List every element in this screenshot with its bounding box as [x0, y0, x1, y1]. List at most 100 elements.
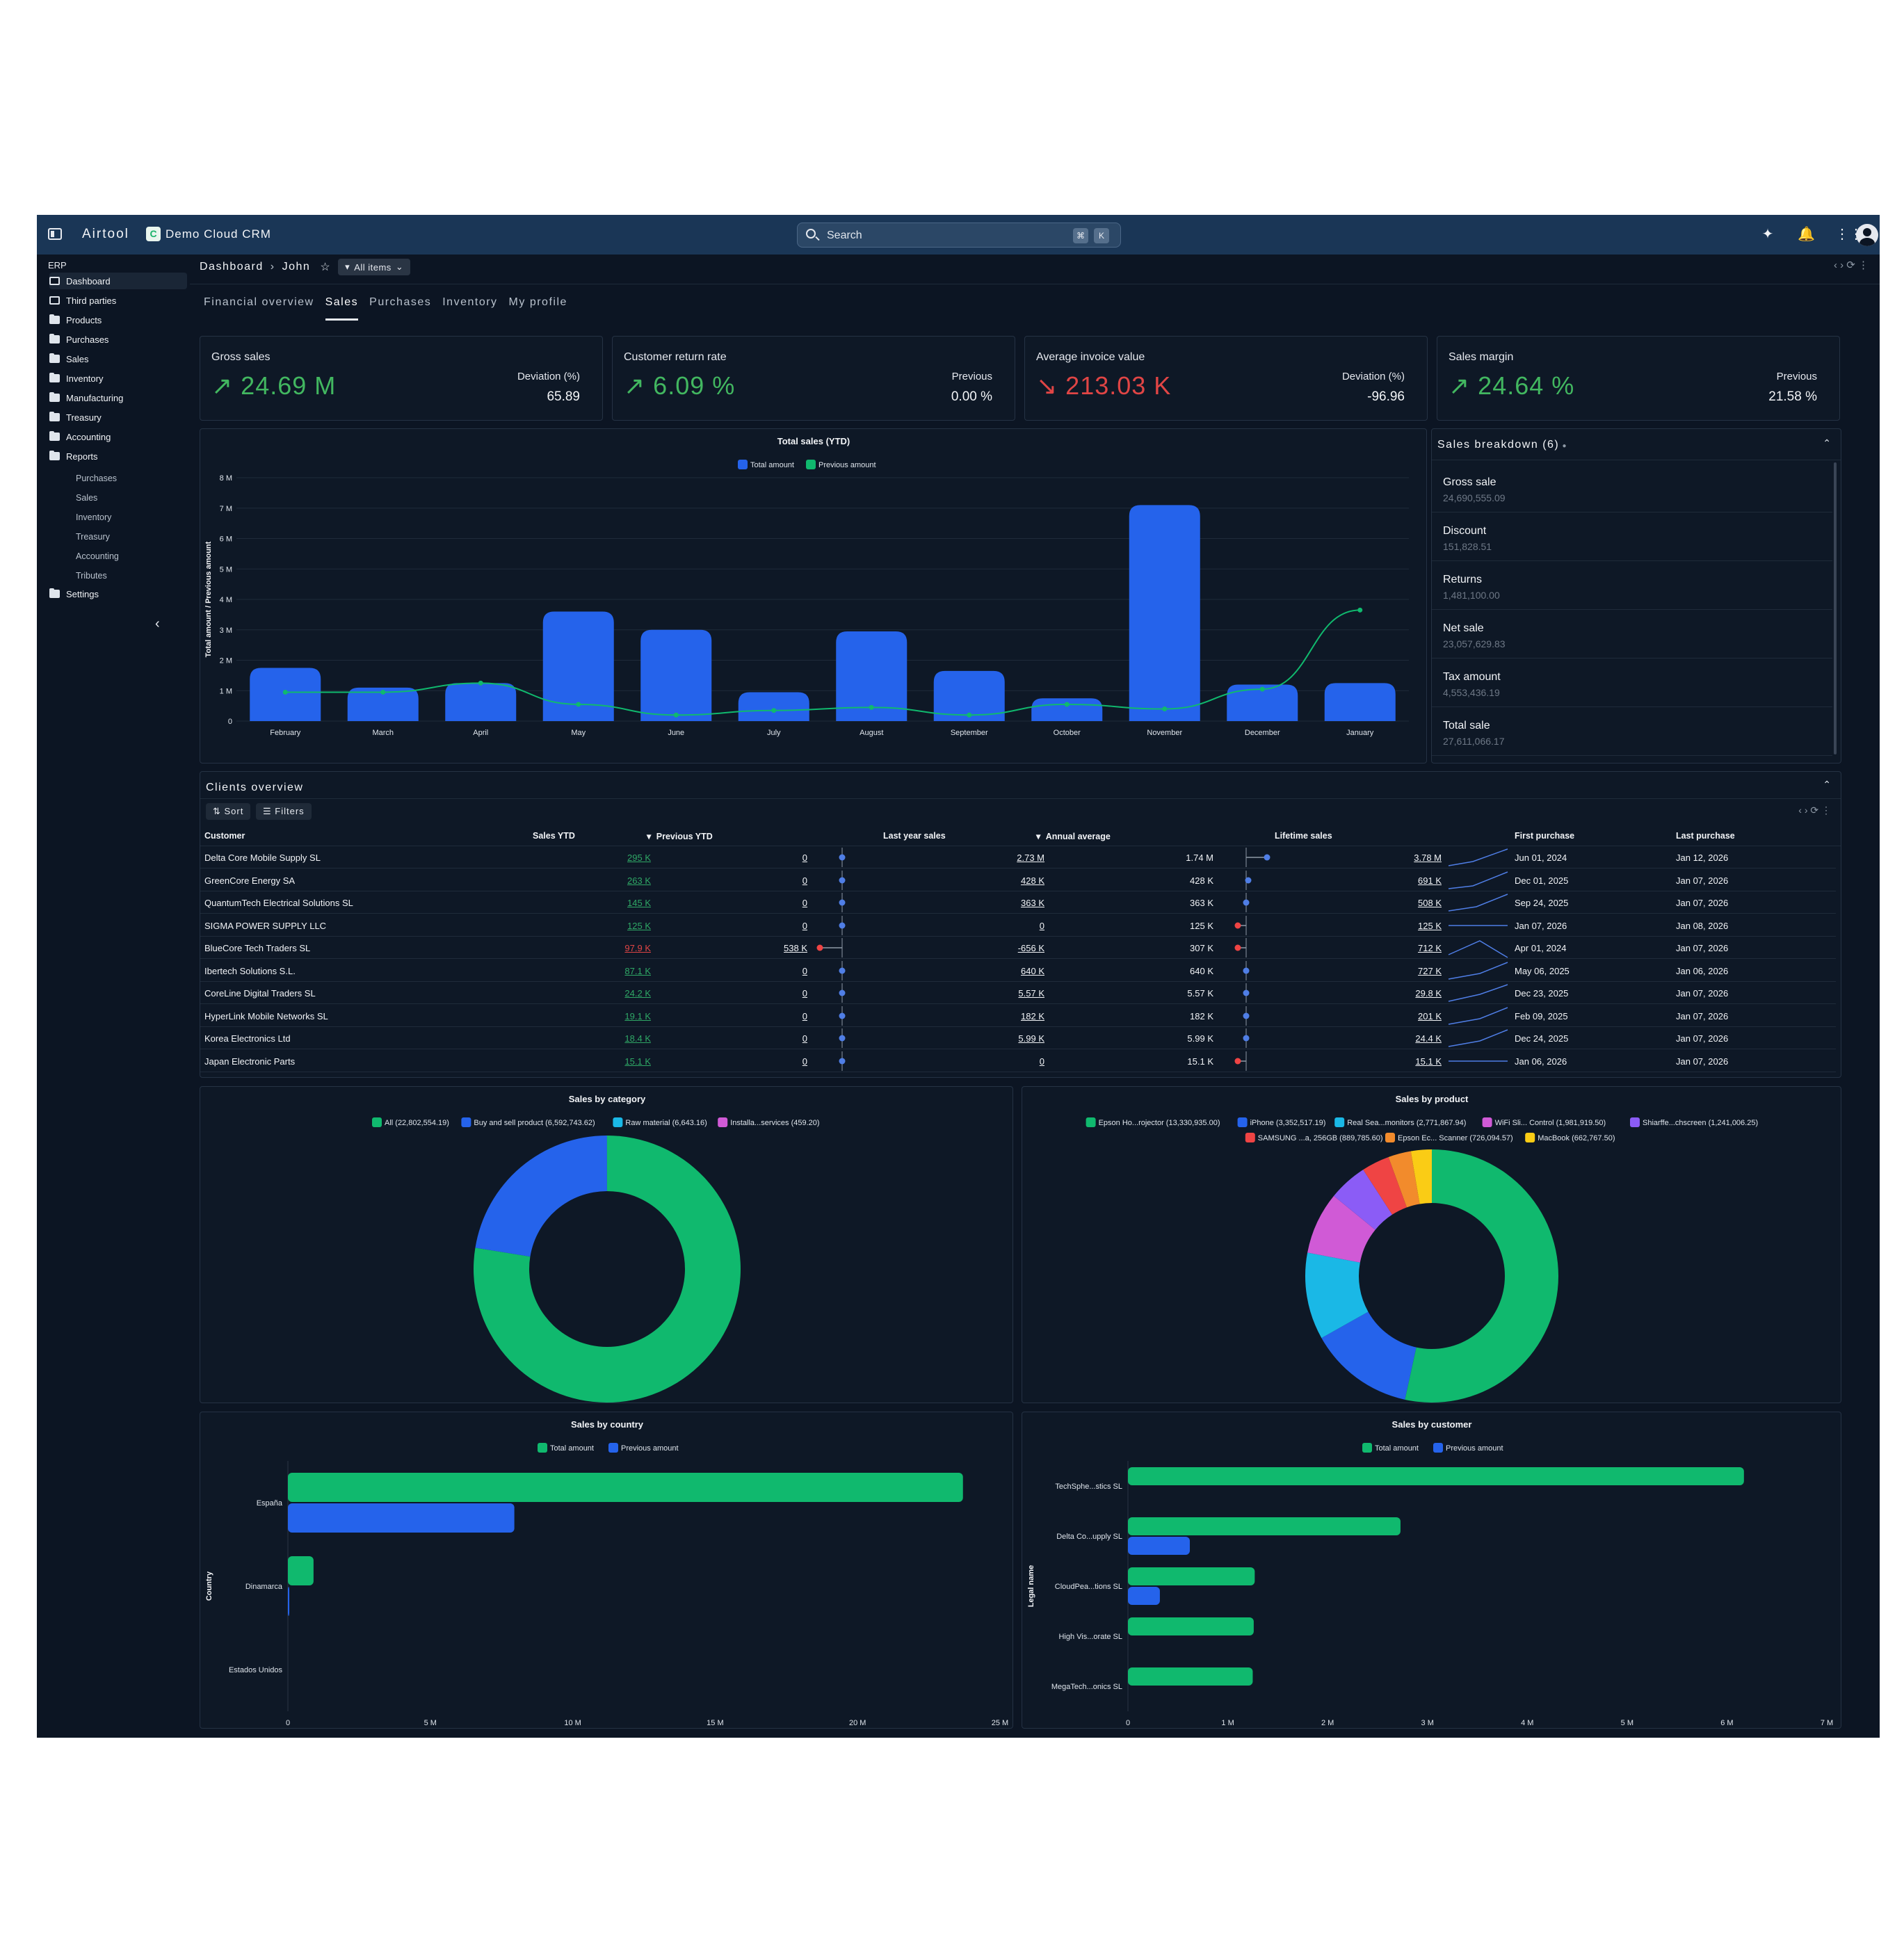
cell-sales-ytd[interactable]: 125 K	[627, 920, 651, 931]
breakdown-scrollbar[interactable]	[1834, 462, 1837, 754]
cell-last-year-sales[interactable]: 363 K	[1021, 898, 1044, 908]
sidebar-subitem-tributes[interactable]: Tributes	[76, 571, 107, 581]
cell-lifetime-sales[interactable]: 201 K	[1418, 1010, 1442, 1021]
sidebar-item-accounting[interactable]: Accounting	[49, 428, 187, 445]
table-row[interactable]: QuantumTech Electrical Solutions SL 145 K…	[200, 891, 1836, 914]
sidebar-item-third-parties[interactable]: Third parties	[49, 292, 187, 309]
table-row[interactable]: BlueCore Tech Traders SL 97.9 K 538 K -656 …	[200, 937, 1836, 959]
page-nav-controls[interactable]: ‹ › ⟳ ⋮	[1833, 259, 1869, 271]
breadcrumb-current[interactable]: John	[282, 261, 311, 273]
tab-my-profile[interactable]: My profile	[508, 296, 567, 308]
sidebar-item-dashboard[interactable]: Dashboard	[49, 273, 187, 289]
cell-sales-ytd[interactable]: 263 K	[627, 875, 651, 886]
cell-previous-ytd[interactable]: 0	[802, 898, 807, 908]
column-header[interactable]: Sales YTD	[533, 831, 575, 841]
column-header[interactable]: ▾ Previous YTD	[647, 832, 713, 841]
brand-name[interactable]: Airtool	[82, 227, 129, 241]
cell-last-year-sales[interactable]: 2.73 M	[1017, 853, 1044, 863]
kpi-card-sales-margin[interactable]: Sales margin ↗ 24.64 % Previous 21.58 %	[1437, 336, 1840, 421]
crm-name[interactable]: Demo Cloud CRM	[166, 227, 271, 241]
cell-last-year-sales[interactable]: 640 K	[1021, 965, 1044, 976]
cell-sales-ytd[interactable]: 18.4 K	[624, 1033, 651, 1044]
avatar[interactable]	[1856, 224, 1878, 246]
breakdown-item[interactable]: Discount 151,828.51	[1432, 512, 1832, 561]
sidebar-subitem-purchases[interactable]: Purchases	[76, 474, 118, 483]
collapse-chevron-icon[interactable]: ⌃	[1823, 437, 1831, 449]
kpi-card-gross-sales[interactable]: Gross sales ↗ 24.69 M Deviation (%) 65.8…	[200, 336, 603, 421]
sidebar-item-products[interactable]: Products	[49, 312, 187, 328]
collapse-chevron-icon[interactable]: ⌃	[1823, 779, 1831, 790]
table-controls[interactable]: ‹ › ⟳ ⋮	[1798, 805, 1831, 816]
table-row[interactable]: SIGMA POWER SUPPLY LLC 125 K 0 0 125 K 125 K J…	[200, 914, 1836, 937]
breakdown-item[interactable]: Returns 1,481,100.00	[1432, 561, 1832, 610]
cell-last-year-sales[interactable]: 428 K	[1021, 875, 1044, 886]
cell-previous-ytd[interactable]: 538 K	[784, 943, 807, 953]
column-header[interactable]: Last purchase	[1676, 831, 1735, 841]
cell-last-year-sales[interactable]: 5.57 K	[1018, 988, 1044, 999]
cell-lifetime-sales[interactable]: 24.4 K	[1415, 1033, 1442, 1044]
table-row[interactable]: GreenCore Energy SA 263 K 0 428 K 428 K 691 K…	[200, 869, 1836, 891]
sidebar-item-treasury[interactable]: Treasury	[49, 409, 187, 426]
cell-previous-ytd[interactable]: 0	[802, 1010, 807, 1021]
sidebar-subitem-sales[interactable]: Sales	[76, 493, 98, 503]
column-header[interactable]: Customer	[204, 831, 245, 841]
tab-sales[interactable]: Sales	[325, 296, 359, 321]
search-input[interactable]: Search ⌘ K	[797, 223, 1121, 248]
favorite-star-icon[interactable]: ☆	[320, 261, 332, 273]
column-header[interactable]: Last year sales	[883, 831, 946, 841]
sidebar-subitem-treasury[interactable]: Treasury	[76, 532, 110, 542]
filters-button[interactable]: ☰ Filters	[256, 803, 312, 820]
kpi-card-avg-invoice[interactable]: Average invoice value ↘ 213.03 K Deviati…	[1024, 336, 1428, 421]
cell-lifetime-sales[interactable]: 508 K	[1418, 898, 1442, 908]
cell-sales-ytd[interactable]: 295 K	[627, 853, 651, 863]
cell-lifetime-sales[interactable]: 691 K	[1418, 875, 1442, 886]
sidebar-subitem-accounting[interactable]: Accounting	[76, 551, 119, 561]
breakdown-item[interactable]: Gross sale 24,690,555.09	[1432, 464, 1832, 512]
sort-button[interactable]: ⇅ Sort	[206, 803, 251, 820]
filter-dropdown[interactable]: ▾ All items ⌄	[338, 259, 411, 275]
cell-lifetime-sales[interactable]: 727 K	[1418, 965, 1442, 976]
table-row[interactable]: HyperLink Mobile Networks SL 19.1 K 0 182 K…	[200, 1005, 1836, 1027]
cell-previous-ytd[interactable]: 0	[802, 988, 807, 999]
bell-icon[interactable]: 🔔	[1798, 227, 1815, 242]
tab-purchases[interactable]: Purchases	[369, 296, 432, 308]
breakdown-item[interactable]: Net sale 23,057,629.83	[1432, 610, 1832, 659]
sidebar-item-purchases[interactable]: Purchases	[49, 331, 187, 348]
cell-last-year-sales[interactable]: -656 K	[1017, 943, 1044, 953]
cell-previous-ytd[interactable]: 0	[802, 1033, 807, 1044]
breakdown-item[interactable]: Total sale 27,611,066.17	[1432, 707, 1832, 756]
sidebar-item-settings[interactable]: Settings	[49, 585, 187, 602]
cell-sales-ytd[interactable]: 97.9 K	[624, 943, 651, 953]
sidebar-item-manufacturing[interactable]: Manufacturing	[49, 389, 187, 406]
column-header[interactable]: First purchase	[1515, 831, 1575, 841]
cell-sales-ytd[interactable]: 24.2 K	[624, 988, 651, 999]
collapse-sidebar-icon[interactable]: ‹	[155, 616, 160, 631]
table-row[interactable]: Japan Electronic Parts 15.1 K 0 0 15.1 K 15.1…	[200, 1050, 1836, 1072]
cell-last-year-sales[interactable]: 182 K	[1021, 1010, 1044, 1021]
cell-previous-ytd[interactable]: 0	[802, 1056, 807, 1067]
cell-previous-ytd[interactable]: 0	[802, 875, 807, 886]
table-row[interactable]: Delta Core Mobile Supply SL 295 K 0 2.73 M 1…	[200, 846, 1836, 869]
breakdown-item[interactable]: Tax amount 4,553,436.19	[1432, 659, 1832, 707]
cell-sales-ytd[interactable]: 19.1 K	[624, 1010, 651, 1021]
table-row[interactable]: Korea Electronics Ltd 18.4 K 0 5.99 K 5.99 K…	[200, 1027, 1836, 1049]
cell-lifetime-sales[interactable]: 29.8 K	[1415, 988, 1442, 999]
sparkle-ai-icon[interactable]: ✦	[1761, 227, 1774, 242]
cell-last-year-sales[interactable]: 0	[1039, 1056, 1044, 1067]
table-row[interactable]: Ibertech Solutions S.L. 87.1 K 0 640 K 640 K…	[200, 960, 1836, 982]
cell-sales-ytd[interactable]: 15.1 K	[624, 1056, 651, 1067]
cell-lifetime-sales[interactable]: 3.78 M	[1414, 853, 1442, 863]
cell-last-year-sales[interactable]: 0	[1039, 920, 1044, 931]
column-header[interactable]: ▾ Annual average	[1036, 832, 1111, 841]
cell-previous-ytd[interactable]: 0	[802, 920, 807, 931]
sidebar-toggle-icon[interactable]	[48, 228, 62, 240]
tab-inventory[interactable]: Inventory	[442, 296, 498, 308]
table-row[interactable]: CoreLine Digital Traders SL 24.2 K 0 5.57 K…	[200, 982, 1836, 1004]
cell-lifetime-sales[interactable]: 15.1 K	[1415, 1056, 1442, 1067]
sidebar-item-reports[interactable]: Reports	[49, 448, 187, 464]
cell-sales-ytd[interactable]: 145 K	[627, 898, 651, 908]
sidebar-subitem-inventory[interactable]: Inventory	[76, 512, 112, 522]
cell-previous-ytd[interactable]: 0	[802, 853, 807, 863]
tab-financial-overview[interactable]: Financial overview	[204, 296, 314, 308]
cell-previous-ytd[interactable]: 0	[802, 965, 807, 976]
